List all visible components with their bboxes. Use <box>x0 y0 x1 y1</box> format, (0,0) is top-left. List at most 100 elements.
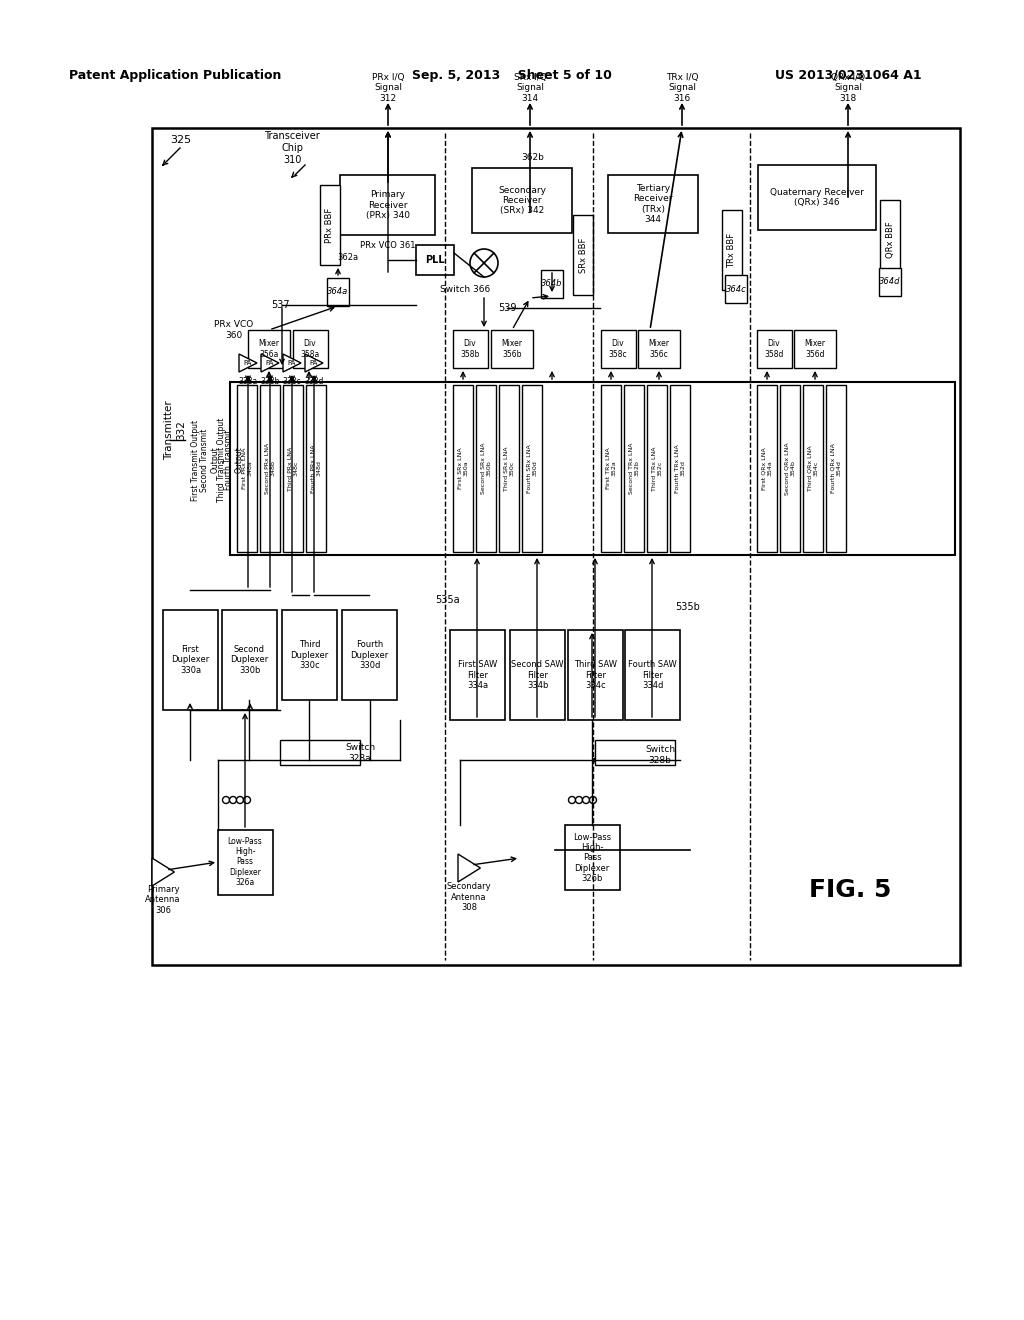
Bar <box>163 610 218 710</box>
Bar <box>595 741 675 766</box>
Text: 364a: 364a <box>328 288 348 297</box>
Text: PRx VCO 361: PRx VCO 361 <box>359 240 416 249</box>
Text: 535a: 535a <box>434 595 460 605</box>
Polygon shape <box>261 354 279 372</box>
Text: Switch 366: Switch 366 <box>440 285 490 294</box>
Bar <box>510 630 565 719</box>
Text: 364c: 364c <box>726 285 746 293</box>
Text: 338a: 338a <box>239 376 258 385</box>
Text: Third QRx LNA
354c: Third QRx LNA 354c <box>808 446 818 491</box>
Bar <box>230 381 955 554</box>
Bar <box>327 279 349 306</box>
Text: Patent Application Publication: Patent Application Publication <box>69 69 282 82</box>
Bar <box>780 385 800 552</box>
Bar <box>608 176 698 234</box>
Text: First SRx LNA
350a: First SRx LNA 350a <box>458 447 468 490</box>
Text: Third Transmit Output: Third Transmit Output <box>217 418 226 502</box>
Text: Fourth TRx LNA
352d: Fourth TRx LNA 352d <box>675 444 685 492</box>
Circle shape <box>607 758 612 763</box>
Text: PRx BBF: PRx BBF <box>326 207 335 243</box>
Text: Mixer
356a: Mixer 356a <box>258 339 280 359</box>
Text: Mixer
356b: Mixer 356b <box>502 339 522 359</box>
Text: Secondary
Antenna
308: Secondary Antenna 308 <box>446 882 492 912</box>
Text: 537: 537 <box>270 300 290 310</box>
Text: Third TRx LNA
352c: Third TRx LNA 352c <box>651 446 663 491</box>
Text: 539: 539 <box>498 304 516 313</box>
Text: SRx I/Q
Signal
314: SRx I/Q Signal 314 <box>514 73 547 103</box>
Bar <box>647 385 667 552</box>
Text: 364d: 364d <box>880 277 901 286</box>
Bar <box>283 385 303 552</box>
Text: 338c: 338c <box>283 376 301 385</box>
Bar <box>306 385 326 552</box>
Bar <box>879 268 901 296</box>
Bar <box>490 330 534 368</box>
Bar <box>453 385 473 552</box>
Bar <box>260 385 280 552</box>
Text: Second
Duplexer
330b: Second Duplexer 330b <box>230 645 268 675</box>
Bar <box>757 385 777 552</box>
Text: Switch
328b: Switch 328b <box>645 746 675 764</box>
Bar <box>282 610 337 700</box>
Text: Primary
Receiver
(PRx) 340: Primary Receiver (PRx) 340 <box>366 190 410 220</box>
Text: First PRx LNA
348a: First PRx LNA 348a <box>242 447 252 490</box>
Bar <box>573 215 593 294</box>
Text: Fourth PRx LNA
348d: Fourth PRx LNA 348d <box>310 445 322 492</box>
Text: Third PRx LNA
348c: Third PRx LNA 348c <box>288 446 298 491</box>
Text: 535b: 535b <box>676 602 700 612</box>
Bar <box>794 330 836 368</box>
Text: PLL: PLL <box>425 255 444 265</box>
Bar <box>670 385 690 552</box>
Bar <box>222 610 278 710</box>
Text: 362b: 362b <box>521 153 545 162</box>
Bar <box>152 128 961 965</box>
Bar <box>218 830 273 895</box>
Bar <box>601 330 636 368</box>
Polygon shape <box>305 354 323 372</box>
Circle shape <box>229 796 237 804</box>
Bar <box>638 330 680 368</box>
Text: Switch
328a: Switch 328a <box>345 743 375 763</box>
Bar <box>757 330 792 368</box>
Text: First
Duplexer
330a: First Duplexer 330a <box>171 645 210 675</box>
Text: QRx BBF: QRx BBF <box>886 222 895 259</box>
Text: First SAW
Filter
334a: First SAW Filter 334a <box>458 660 497 690</box>
Circle shape <box>244 796 251 804</box>
Text: Fourth QRx LNA
354d: Fourth QRx LNA 354d <box>830 444 842 494</box>
Bar <box>568 630 623 719</box>
Bar <box>880 201 900 280</box>
Circle shape <box>583 796 590 804</box>
Text: Fourth SRx LNA
350d: Fourth SRx LNA 350d <box>526 444 538 492</box>
Text: US 2013/0231064 A1: US 2013/0231064 A1 <box>775 69 922 82</box>
Circle shape <box>590 796 597 804</box>
Text: TRx I/Q
Signal
316: TRx I/Q Signal 316 <box>666 73 698 103</box>
Text: Second SAW
Filter
334b: Second SAW Filter 334b <box>511 660 564 690</box>
Text: Low-Pass
High-
Pass
Diplexer
326b: Low-Pass High- Pass Diplexer 326b <box>573 833 611 883</box>
Bar <box>319 185 340 265</box>
Text: Third
Duplexer
330c: Third Duplexer 330c <box>291 640 329 671</box>
Text: Mixer
356c: Mixer 356c <box>648 339 670 359</box>
Circle shape <box>237 796 244 804</box>
Text: Div
358a: Div 358a <box>300 339 319 359</box>
Text: Second SRx LNA
350b: Second SRx LNA 350b <box>480 442 492 494</box>
Bar <box>476 385 496 552</box>
Bar <box>522 385 542 552</box>
Text: Fourth SAW
Filter
334d: Fourth SAW Filter 334d <box>628 660 677 690</box>
Text: Second TRx LNA
352b: Second TRx LNA 352b <box>629 442 639 494</box>
Bar <box>803 385 823 552</box>
Text: PRx I/Q
Signal
312: PRx I/Q Signal 312 <box>372 73 404 103</box>
Bar <box>450 630 505 719</box>
Text: First QRx LNA
354a: First QRx LNA 354a <box>762 447 772 490</box>
Bar <box>237 385 257 552</box>
Text: Div
358b: Div 358b <box>461 339 479 359</box>
Text: Tertiary
Receiver
(TRx)
344: Tertiary Receiver (TRx) 344 <box>633 183 673 224</box>
Bar <box>565 825 620 890</box>
Bar <box>293 330 328 368</box>
Text: First Transmit Output: First Transmit Output <box>190 420 200 500</box>
Circle shape <box>575 796 583 804</box>
Text: PA: PA <box>310 360 318 366</box>
Text: Quaternary Receiver
(QRx) 346: Quaternary Receiver (QRx) 346 <box>770 187 864 207</box>
Bar <box>499 385 519 552</box>
Text: PA: PA <box>288 360 296 366</box>
Text: 338d: 338d <box>304 376 324 385</box>
